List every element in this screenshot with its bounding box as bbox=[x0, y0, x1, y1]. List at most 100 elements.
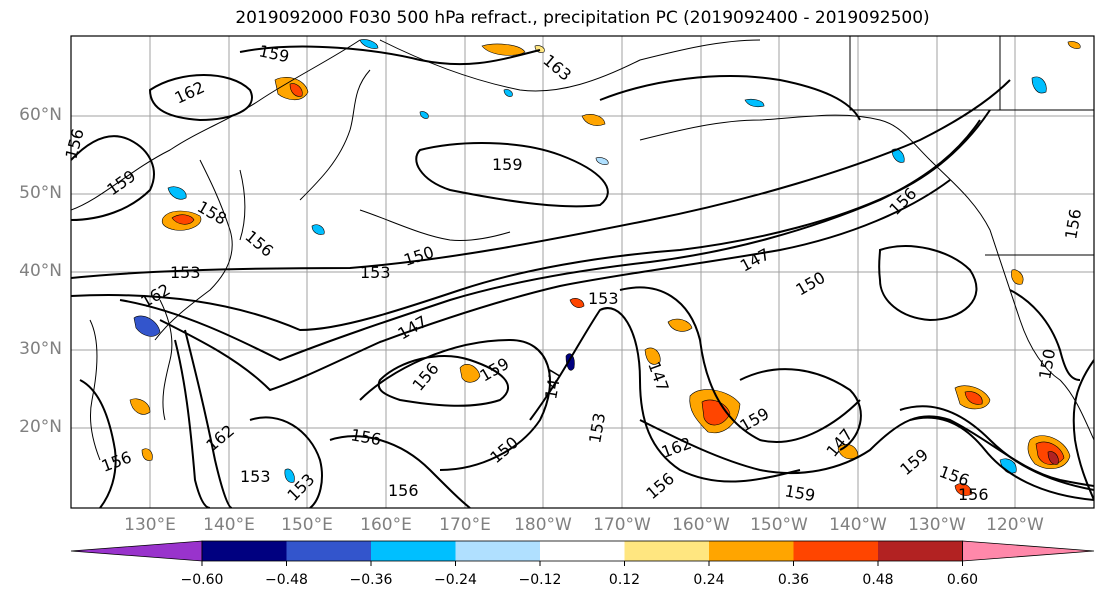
plot-frame bbox=[70, 35, 1095, 509]
precip-blob bbox=[459, 364, 481, 383]
colorbar-tick-label: −0.36 bbox=[349, 572, 393, 588]
precip-blob bbox=[141, 448, 153, 461]
lon-label-170w: 170°W bbox=[593, 515, 651, 535]
precip-blob bbox=[1011, 269, 1024, 285]
colorbar-tick-label: −0.24 bbox=[434, 572, 477, 588]
refractivity-contours bbox=[71, 45, 1094, 508]
contour-label: 153 bbox=[240, 467, 271, 486]
precip-blob bbox=[419, 111, 429, 119]
contour-label: 156 bbox=[958, 485, 989, 504]
contour-line bbox=[878, 245, 978, 322]
coastline-asia bbox=[154, 159, 233, 341]
colorbar-tick-label: 0.12 bbox=[608, 572, 641, 588]
colorbar-tick-label: 0.36 bbox=[777, 572, 810, 588]
lat-label-30n: 30°N bbox=[19, 339, 62, 359]
contour-line bbox=[119, 119, 981, 362]
coastlines bbox=[71, 36, 1094, 461]
precip-blob bbox=[569, 298, 585, 308]
precip-blob bbox=[954, 483, 973, 496]
precip-blob bbox=[171, 214, 195, 225]
contour-line bbox=[249, 416, 323, 508]
contour-line bbox=[1009, 289, 1081, 381]
coastline-north-america bbox=[929, 159, 1094, 441]
contour-line bbox=[71, 135, 155, 221]
coastline-arctic bbox=[379, 39, 761, 92]
coastline-alaska bbox=[639, 114, 931, 161]
contour-label: 159 bbox=[492, 155, 523, 174]
lon-label-140w: 140°W bbox=[829, 515, 887, 535]
colorbar-tick-label: 0.60 bbox=[946, 572, 979, 588]
lat-label-20n: 20°N bbox=[19, 417, 62, 437]
coastline-sakhalin bbox=[239, 169, 246, 241]
contour-label: 153 bbox=[170, 263, 201, 282]
precip-blob bbox=[744, 98, 765, 108]
colorbar-segment bbox=[793, 541, 878, 561]
coastline-asia bbox=[71, 39, 361, 211]
colorbar-extend-low bbox=[70, 540, 203, 562]
colorbar-segment bbox=[709, 541, 794, 561]
contour-line bbox=[359, 338, 551, 471]
precip-blob bbox=[1031, 76, 1047, 94]
colorbar-tick-label: −0.60 bbox=[180, 572, 224, 588]
contour-line bbox=[639, 415, 1094, 487]
coastline-kamchatka bbox=[299, 69, 371, 201]
colorbar-tick-label: −0.48 bbox=[265, 572, 308, 588]
precip-blob bbox=[129, 398, 151, 415]
precip-blob bbox=[581, 114, 606, 126]
lon-label-120w: 120°W bbox=[986, 515, 1044, 535]
contour-line bbox=[79, 379, 117, 508]
precip-blob bbox=[964, 391, 983, 405]
contour-line bbox=[71, 79, 1011, 279]
colorbar bbox=[70, 540, 1095, 566]
contour-line bbox=[1072, 359, 1094, 501]
contour-line bbox=[599, 75, 861, 121]
coastline-japan bbox=[159, 299, 173, 421]
contour-line bbox=[619, 286, 861, 443]
contour-label: 153 bbox=[588, 289, 619, 308]
precip-blob bbox=[311, 224, 325, 235]
contour-line bbox=[899, 405, 1094, 491]
contour-line bbox=[184, 329, 233, 508]
precipitation-shading bbox=[129, 39, 1081, 496]
lon-label-180w: 180°W bbox=[514, 515, 572, 535]
colorbar-segment bbox=[455, 541, 540, 561]
colorbar-segment bbox=[202, 541, 287, 561]
precip-blob bbox=[644, 347, 661, 365]
contour-line bbox=[174, 339, 211, 508]
map-title: 2019092000 F030 500 hPa refract., precip… bbox=[235, 8, 930, 28]
precip-blob bbox=[167, 186, 187, 200]
precip-blob bbox=[133, 315, 161, 337]
contour-line bbox=[377, 355, 510, 407]
contour-line bbox=[148, 74, 253, 122]
colorbar-segment bbox=[878, 541, 963, 561]
precip-blob bbox=[503, 89, 513, 97]
contour-line bbox=[415, 142, 609, 208]
precip-blob bbox=[1047, 451, 1059, 465]
precip-blob bbox=[289, 83, 303, 97]
lon-label-150e: 150°E bbox=[281, 515, 333, 535]
colorbar-segment bbox=[286, 541, 371, 561]
contour-label: 153 bbox=[360, 263, 391, 282]
lon-label-160e: 160°E bbox=[360, 515, 412, 535]
contour-label: 156 bbox=[388, 481, 419, 500]
contour-line bbox=[739, 368, 862, 451]
colorbar-extend-high bbox=[962, 540, 1095, 562]
colorbar-segment bbox=[624, 541, 709, 561]
colorbar-tick-label: 0.24 bbox=[693, 572, 725, 588]
lon-label-150w: 150°W bbox=[750, 515, 808, 535]
contour-line bbox=[239, 45, 541, 66]
precip-blob bbox=[481, 43, 526, 56]
border-canada bbox=[849, 36, 1001, 111]
lat-label-40n: 40°N bbox=[19, 261, 62, 281]
precip-blob bbox=[359, 39, 379, 49]
colorbar-tick-label: 0.48 bbox=[862, 572, 894, 588]
coastline-aleutians bbox=[359, 209, 511, 241]
lon-label-130e: 130°E bbox=[124, 515, 176, 535]
lon-label-140e: 140°E bbox=[203, 515, 255, 535]
lon-label-160w: 160°W bbox=[672, 515, 730, 535]
lon-label-130w: 130°W bbox=[908, 515, 966, 535]
contour-line bbox=[329, 435, 471, 508]
contour-line bbox=[159, 179, 951, 392]
colorbar-segment bbox=[371, 541, 456, 561]
